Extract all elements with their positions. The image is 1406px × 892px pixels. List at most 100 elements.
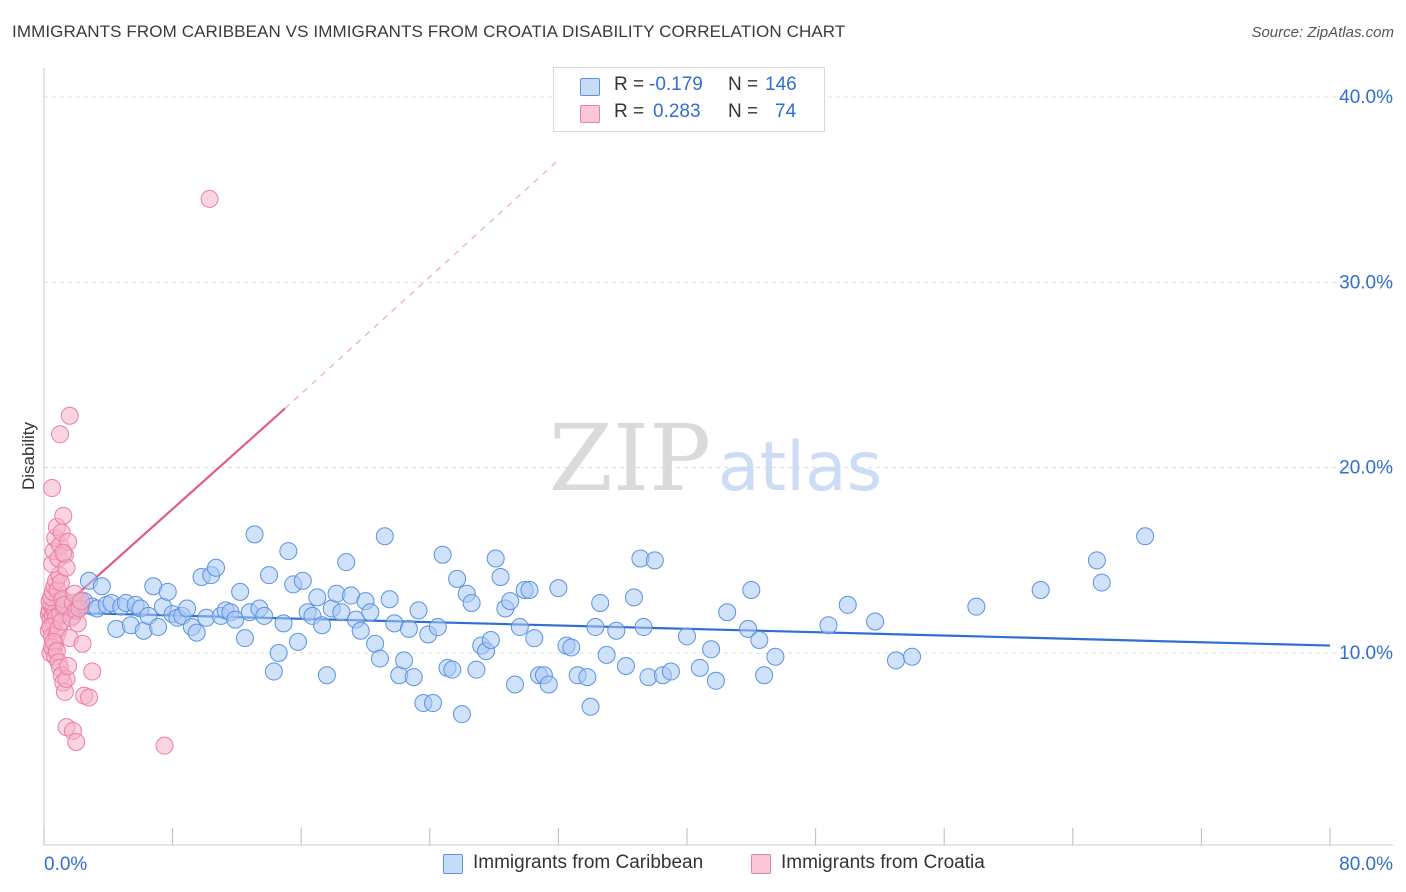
caribbean-point: [448, 569, 467, 588]
caribbean-point: [520, 580, 539, 599]
caribbean-point: [525, 629, 544, 648]
caribbean-point: [742, 580, 761, 599]
caribbean-point: [395, 651, 414, 670]
caribbean-point: [510, 618, 529, 637]
caribbean-point: [308, 588, 327, 607]
caribbean-point: [1136, 527, 1155, 546]
caribbean-point: [750, 631, 769, 650]
legend-r-value: -0.179: [649, 74, 703, 95]
caribbean-point: [92, 577, 111, 596]
legend-row-caribbean: R = -0.179 N = 146: [554, 74, 824, 100]
caribbean-point: [226, 610, 245, 629]
caribbean-point: [380, 590, 399, 609]
caribbean-point: [501, 592, 520, 611]
caribbean-point: [718, 603, 737, 622]
caribbean-point: [886, 651, 905, 670]
caribbean-point: [317, 666, 336, 685]
caribbean-point: [428, 618, 447, 637]
y-tick-label: 20.0%: [1339, 458, 1393, 479]
caribbean-point: [178, 599, 197, 618]
caribbean-point: [706, 671, 725, 690]
caribbean-point: [399, 619, 418, 638]
caribbean-point: [260, 566, 279, 585]
series-legend-label-croatia: Immigrants from Croatia: [781, 852, 985, 873]
caribbean-point: [452, 705, 471, 724]
legend-row-croatia: R = 0.283 N = 74: [554, 101, 824, 127]
caribbean-point: [866, 612, 885, 631]
legend-r-label: R =: [614, 74, 645, 95]
croatia-point: [67, 732, 86, 751]
caribbean-point: [581, 697, 600, 716]
legend-r-label: R =: [614, 101, 645, 122]
caribbean-point: [702, 640, 721, 659]
caribbean-point: [462, 593, 481, 612]
caribbean-point: [274, 614, 293, 633]
caribbean-point: [634, 618, 653, 637]
legend-n-value: 146: [765, 74, 797, 95]
croatia-point: [155, 736, 174, 755]
caribbean-point: [505, 675, 524, 694]
croatia-point: [68, 614, 87, 633]
croatia-point: [73, 634, 92, 653]
labels-layer: 10.0% 20.0% 30.0% 40.0% 0.0% 80.0% Disability: [19, 87, 1393, 875]
caribbean-point: [332, 603, 351, 622]
y-axis-label: Disability: [19, 421, 38, 490]
caribbean-point: [313, 616, 332, 635]
croatia-point: [59, 656, 78, 675]
caribbean-point: [586, 618, 605, 637]
caribbean-point: [361, 603, 380, 622]
croatia-point: [71, 592, 90, 611]
croatia-point: [200, 189, 219, 208]
watermark-zip: ZIP: [549, 405, 711, 512]
caribbean-point: [255, 606, 274, 625]
caribbean-point: [838, 595, 857, 614]
caribbean-point: [1092, 573, 1111, 592]
caribbean-point: [149, 618, 168, 637]
correlation-legend: R = -0.179 N = 146 R = 0.283 N = 74: [553, 67, 825, 132]
caribbean-point: [207, 558, 226, 577]
caribbean-point: [903, 647, 922, 666]
caribbean-point: [578, 668, 597, 687]
caribbean-point: [486, 549, 505, 568]
caribbean-point: [158, 582, 177, 601]
caribbean-point: [269, 644, 288, 662]
caribbean-point: [491, 568, 510, 587]
caribbean-point: [1031, 580, 1050, 599]
series-legend-label-caribbean: Immigrants from Caribbean: [473, 852, 704, 873]
caribbean-point: [404, 668, 423, 687]
caribbean-point: [562, 638, 581, 657]
croatia-point: [57, 558, 76, 577]
series-legend-swatch-croatia: [751, 854, 771, 874]
caribbean-point: [678, 627, 696, 646]
caribbean-point: [624, 588, 643, 607]
legend-r-value: 0.283: [653, 101, 701, 122]
caribbean-point: [819, 616, 838, 635]
caribbean-point: [739, 619, 758, 638]
croatia-trend-extension: [284, 159, 559, 409]
caribbean-point: [231, 582, 250, 601]
caribbean-point: [755, 666, 774, 685]
chart-source: Source: ZipAtlas.com: [1251, 24, 1394, 41]
points-layer: [39, 189, 1155, 755]
caribbean-point: [591, 593, 610, 612]
caribbean-point: [279, 542, 298, 561]
series-legend: Immigrants from Caribbean Immigrants fro…: [0, 850, 1406, 880]
legend-n-label: N =: [728, 101, 759, 122]
croatia-point: [54, 543, 73, 562]
caribbean-point: [443, 660, 462, 679]
caribbean-point: [967, 597, 986, 616]
legend-swatch-croatia: [580, 105, 600, 123]
caribbean-point: [351, 621, 370, 640]
caribbean-point: [539, 675, 558, 694]
x-tick-label-max: 80.0%: [1339, 854, 1393, 875]
watermark: ZIP atlas: [549, 405, 882, 512]
caribbean-point: [645, 551, 664, 570]
y-tick-label: 30.0%: [1339, 272, 1393, 293]
caribbean-point: [370, 649, 389, 668]
y-tick-label: 10.0%: [1339, 643, 1393, 664]
grid-layer: [44, 96, 1393, 654]
caribbean-point: [690, 658, 709, 677]
legend-n-label: N =: [728, 74, 759, 95]
caribbean-point: [1087, 551, 1106, 570]
